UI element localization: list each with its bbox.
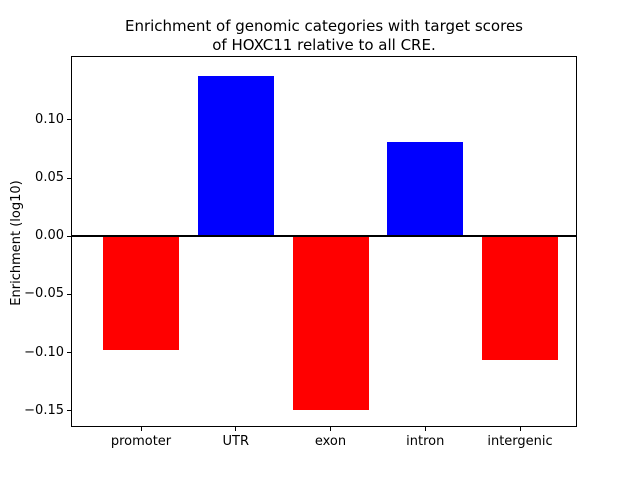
xtick-mark-intergenic — [519, 427, 521, 431]
chart-title: Enrichment of genomic categories with ta… — [124, 17, 523, 54]
bar-promoter — [103, 236, 179, 351]
ytick-mark — [67, 410, 72, 412]
bar-intergenic — [482, 236, 558, 360]
ytick-label: −0.05 — [24, 286, 64, 302]
xtick-mark-UTR — [235, 427, 237, 431]
xtick-mark-exon — [330, 427, 331, 431]
ytick-label: −0.15 — [24, 402, 64, 418]
zero-line — [72, 235, 576, 238]
xtick-label-intron: intron — [406, 434, 445, 449]
xtick-mark-promoter — [140, 427, 142, 431]
bar-exon — [292, 236, 369, 410]
ytick-mark — [67, 352, 72, 354]
ytick-mark — [67, 119, 72, 121]
ytick-label: −0.10 — [24, 344, 64, 360]
bar-intron — [387, 141, 464, 237]
xtick-label-promoter: promoter — [110, 434, 172, 449]
xtick-label-intergenic: intergenic — [487, 434, 553, 449]
ytick-label: 0.05 — [35, 170, 64, 186]
ytick-mark — [67, 293, 72, 295]
xtick-label-exon: exon — [314, 434, 347, 449]
bar-UTR — [197, 75, 274, 237]
plot-inner — [72, 57, 576, 426]
ytick-mark — [67, 235, 72, 237]
xtick-label-UTR: UTR — [222, 434, 250, 449]
ytick-label: 0.10 — [35, 111, 64, 127]
ytick-mark — [67, 177, 72, 179]
ytick-label: 0.00 — [35, 228, 64, 244]
xtick-mark-intron — [424, 427, 426, 431]
